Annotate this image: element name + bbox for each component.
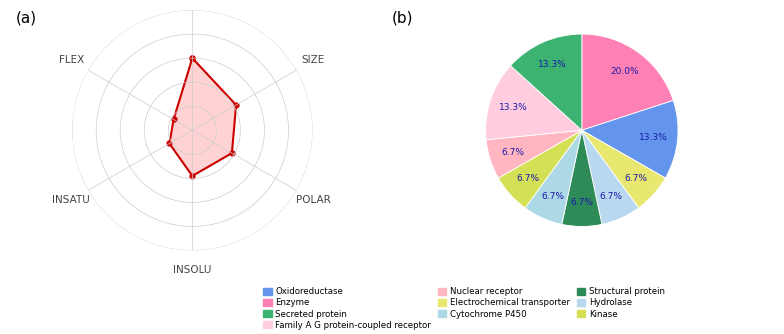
Text: 13.3%: 13.3%: [639, 133, 668, 142]
Text: (b): (b): [392, 10, 413, 25]
Text: (a): (a): [16, 10, 37, 25]
Text: 13.3%: 13.3%: [499, 103, 528, 112]
Wedge shape: [485, 66, 582, 140]
Text: 6.7%: 6.7%: [541, 192, 564, 201]
Wedge shape: [486, 130, 582, 178]
Legend: Oxidoreductase, Enzyme, Secreted protein, Family A G protein-coupled receptor, N: Oxidoreductase, Enzyme, Secreted protein…: [263, 287, 665, 330]
Text: 6.7%: 6.7%: [624, 174, 647, 183]
Wedge shape: [562, 130, 602, 226]
Text: 6.7%: 6.7%: [570, 198, 593, 207]
Text: 6.7%: 6.7%: [502, 148, 524, 157]
Wedge shape: [499, 130, 582, 208]
Text: 6.7%: 6.7%: [517, 174, 539, 183]
Wedge shape: [582, 130, 639, 224]
Wedge shape: [510, 34, 582, 130]
Text: 20.0%: 20.0%: [610, 67, 638, 76]
Wedge shape: [582, 130, 666, 208]
Wedge shape: [525, 130, 582, 224]
Wedge shape: [582, 101, 678, 178]
Polygon shape: [169, 58, 236, 176]
Text: 13.3%: 13.3%: [539, 60, 567, 69]
Wedge shape: [582, 34, 673, 130]
Text: 6.7%: 6.7%: [600, 192, 622, 201]
